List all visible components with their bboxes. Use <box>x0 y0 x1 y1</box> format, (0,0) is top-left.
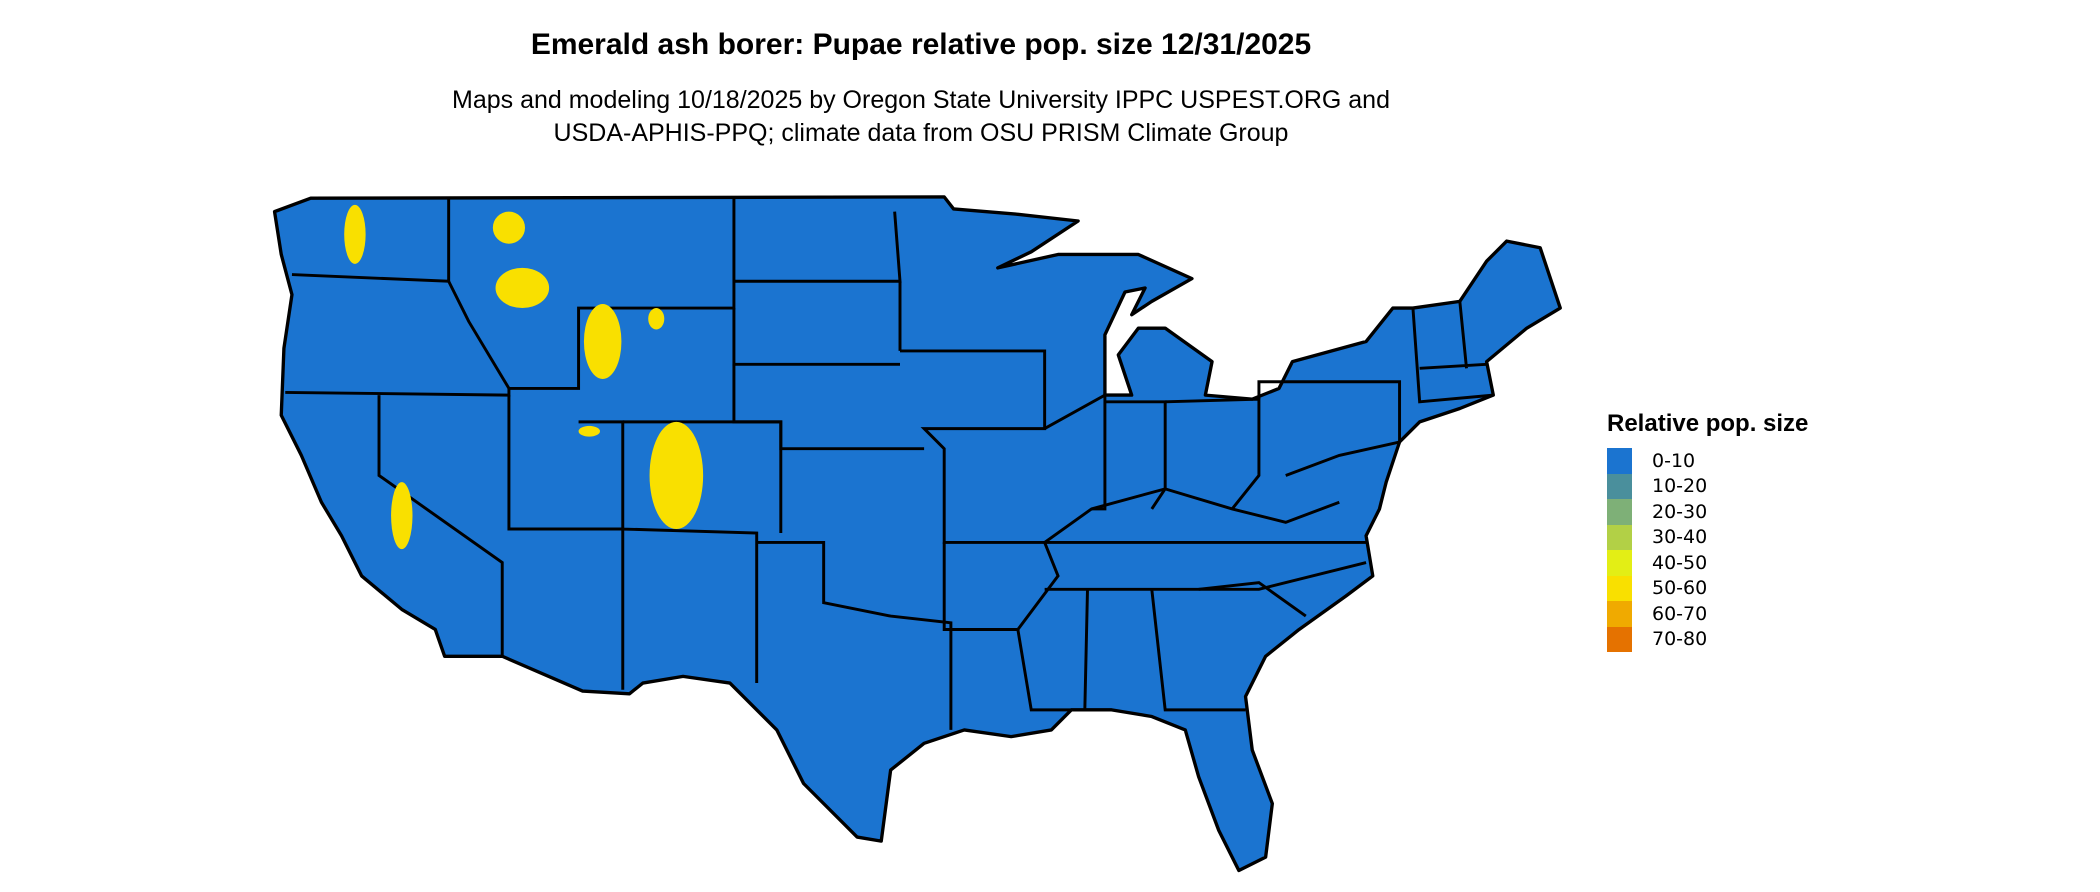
legend-item: 70-80 <box>1607 626 1808 652</box>
legend-swatch <box>1607 601 1632 627</box>
legend-item: 40-50 <box>1607 550 1808 576</box>
legend-swatch <box>1607 550 1632 576</box>
us-outline <box>272 195 1562 873</box>
legend-label: 40-50 <box>1652 551 1708 574</box>
legend-label: 50-60 <box>1652 577 1708 600</box>
legend-label: 60-70 <box>1652 602 1708 625</box>
legend-item: 30-40 <box>1607 524 1808 550</box>
legend-swatch <box>1607 626 1632 652</box>
map-title: Emerald ash borer: Pupae relative pop. s… <box>530 28 1312 61</box>
legend-items: 0-10 10-20 20-30 30-40 40-50 50-60 60-70 70-80 <box>1607 448 1808 652</box>
legend-swatch <box>1607 524 1632 550</box>
legend-label: 10-20 <box>1652 475 1708 498</box>
legend-swatch <box>1607 499 1632 525</box>
legend-swatch <box>1607 448 1632 474</box>
high-population-patches <box>344 204 704 550</box>
legend-swatch <box>1607 473 1632 499</box>
legend-label: 0-10 <box>1652 449 1696 472</box>
subtitle-line-1: Maps and modeling 10/18/2025 by Oregon S… <box>452 86 1390 114</box>
map-subtitle: Maps and modeling 10/18/2025 by Oregon S… <box>0 84 1842 150</box>
legend-item: 0-10 <box>1607 448 1808 474</box>
state-borders <box>285 196 1494 730</box>
legend-item: 20-30 <box>1607 499 1808 525</box>
legend-label: 30-40 <box>1652 526 1708 549</box>
legend-swatch <box>1607 575 1632 601</box>
subtitle-line-2: USDA-APHIS-PPQ; climate data from OSU PR… <box>553 119 1289 147</box>
legend-label: 20-30 <box>1652 500 1708 523</box>
legend-title: Relative pop. size <box>1607 410 1809 437</box>
legend-item: 60-70 <box>1607 601 1808 627</box>
legend-label: 70-80 <box>1652 628 1708 651</box>
legend-item: 50-60 <box>1607 575 1808 601</box>
legend-item: 10-20 <box>1607 473 1808 499</box>
legend: Relative pop. size 0-10 10-20 20-30 30-40 40… <box>1607 410 1808 652</box>
